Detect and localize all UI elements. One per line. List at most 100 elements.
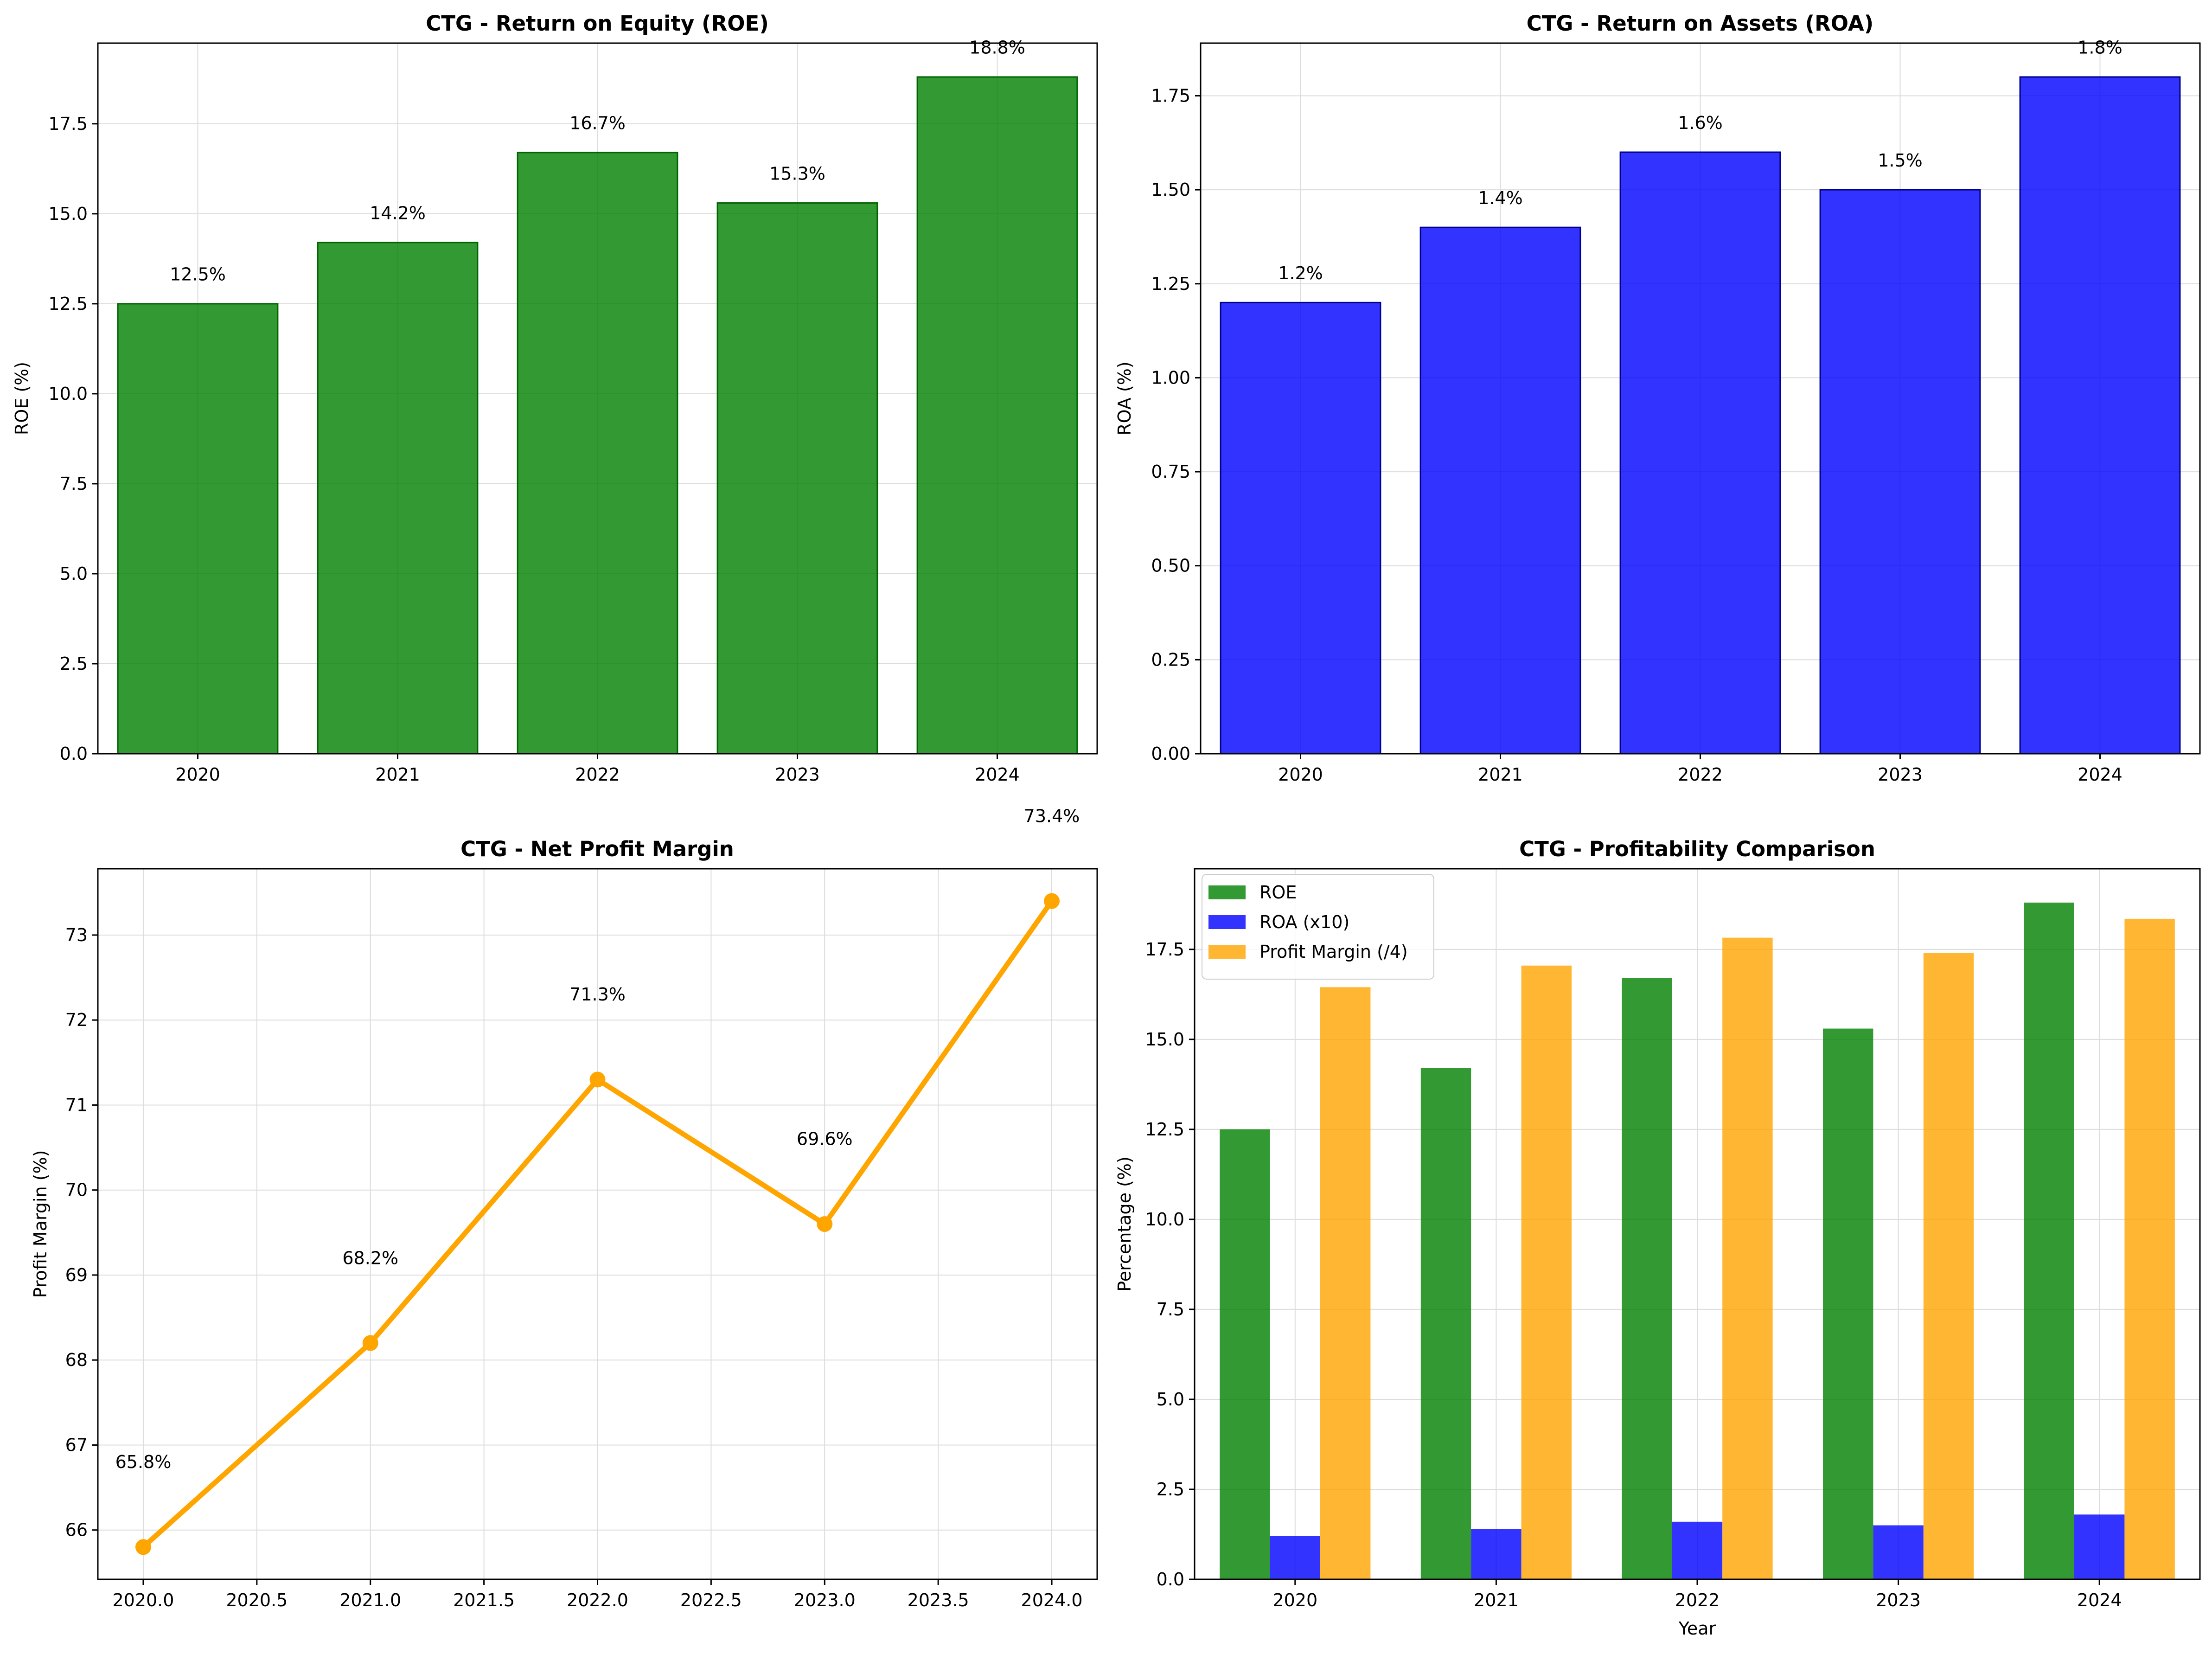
x-tick-label: 2023 bbox=[1876, 1590, 1921, 1610]
y-tick-label: 10.0 bbox=[48, 384, 88, 404]
roe-y-ticks: 0.0 2.5 5.0 7.5 10.0 12.5 15.0 17.5 bbox=[48, 114, 98, 764]
comparison-legend: ROE ROA (x10) Profit Margin (/4) bbox=[1202, 874, 1434, 980]
data-label: 73.4% bbox=[1024, 806, 1080, 826]
data-label: 14.2% bbox=[370, 203, 426, 224]
y-tick-label: 1.50 bbox=[1151, 180, 1190, 200]
bar-roa-x10 bbox=[1873, 1525, 1924, 1579]
data-label: 1.4% bbox=[1478, 188, 1523, 208]
bar-profit-margin-4 bbox=[1521, 965, 1572, 1579]
x-tick-label: 2020 bbox=[175, 764, 220, 785]
data-point bbox=[362, 1335, 378, 1351]
bar bbox=[1419, 226, 1581, 755]
roe-chart: 0.02.55.07.510.012.515.017.5 2020 2021 202… bbox=[12, 11, 1098, 785]
bar-roa-x10 bbox=[1471, 1529, 1522, 1579]
y-tick-label: 17.5 bbox=[48, 114, 88, 134]
x-tick-label: 2021.0 bbox=[339, 1590, 401, 1610]
y-tick-label: 66 bbox=[65, 1520, 88, 1540]
bar-roe bbox=[2024, 902, 2074, 1579]
legend-swatch bbox=[1208, 915, 1246, 929]
bar-roe bbox=[1823, 1028, 1873, 1579]
data-point bbox=[817, 1216, 833, 1232]
x-tick-label: 2022 bbox=[1675, 1590, 1720, 1610]
roa-x-ticks: 2020 2021 2022 2023 2024 bbox=[1278, 754, 2122, 785]
x-tick-label: 2024 bbox=[2078, 764, 2122, 785]
roa-y-axis-label: ROA (%) bbox=[1114, 361, 1135, 435]
x-tick-label: 2021 bbox=[1474, 1590, 1519, 1610]
data-label: 16.7% bbox=[569, 113, 626, 134]
x-tick-label: 2022 bbox=[575, 764, 620, 785]
data-label: 69.6% bbox=[797, 1129, 853, 1149]
y-tick-label: 0.00 bbox=[1151, 744, 1190, 764]
profit-margin-y-axis-label: Profit Margin (%) bbox=[30, 1150, 51, 1298]
data-point bbox=[589, 1071, 606, 1088]
comparison-y-ticks: 0.0 2.5 5.0 7.5 10.0 12.5 15.0 17.5 bbox=[1145, 939, 1195, 1590]
x-tick-label: 2021 bbox=[375, 764, 420, 785]
roe-x-ticks: 2020 2021 2022 2023 2024 bbox=[175, 754, 1020, 785]
y-tick-label: 17.5 bbox=[1145, 939, 1184, 960]
data-point bbox=[1044, 893, 1060, 909]
x-tick-label: 2020 bbox=[1278, 764, 1323, 785]
y-tick-label: 0.75 bbox=[1151, 462, 1190, 482]
y-tick-label: 15.0 bbox=[48, 204, 88, 224]
y-tick-label: 71 bbox=[65, 1095, 88, 1115]
bar-roe bbox=[1420, 1068, 1471, 1579]
data-label: 12.5% bbox=[170, 264, 226, 285]
comparison-bars bbox=[1220, 902, 2175, 1579]
x-tick-label: 2023 bbox=[1878, 764, 1923, 785]
data-label: 65.8% bbox=[115, 1452, 172, 1472]
x-tick-label: 2022 bbox=[1678, 764, 1723, 785]
legend-label: ROE bbox=[1259, 882, 1297, 903]
bar-profit-margin-4 bbox=[1722, 937, 1773, 1579]
legend-box bbox=[1202, 874, 1434, 980]
y-tick-label: 70 bbox=[65, 1180, 88, 1200]
y-tick-label: 2.5 bbox=[60, 654, 88, 674]
x-tick-label: 2022.5 bbox=[680, 1590, 742, 1610]
roe-y-axis-label: ROE (%) bbox=[12, 362, 32, 435]
bar-roa-x10 bbox=[2074, 1514, 2125, 1579]
bar-roe bbox=[1220, 1129, 1270, 1579]
data-label: 1.5% bbox=[1878, 150, 1923, 171]
profit-margin-line bbox=[135, 893, 1060, 1555]
bar bbox=[716, 202, 878, 755]
y-tick-label: 0.0 bbox=[1157, 1569, 1184, 1590]
comparison-x-ticks: 2020 2021 2022 2023 2024 bbox=[1272, 1579, 2122, 1610]
data-label: 1.2% bbox=[1278, 263, 1323, 283]
bar-profit-margin-4 bbox=[2124, 918, 2175, 1579]
x-tick-label: 2021.5 bbox=[453, 1590, 515, 1610]
y-tick-label: 69 bbox=[65, 1265, 88, 1285]
y-tick-label: 2.5 bbox=[1157, 1479, 1184, 1500]
y-tick-label: 0.0 bbox=[60, 744, 88, 764]
comparison-chart-title: CTG - Profitability Comparison bbox=[1519, 837, 1875, 861]
comparison-chart: 0.02.55.07.510.012.515.017.5 2020 2021 202… bbox=[1114, 837, 2201, 1639]
profit-margin-y-ticks: 66 67 68 69 70 71 72 73 bbox=[65, 925, 98, 1540]
legend-label: Profit Margin (/4) bbox=[1259, 942, 1408, 962]
legend-label: ROA (x10) bbox=[1259, 912, 1349, 932]
bar-roe bbox=[1622, 978, 1672, 1579]
bar bbox=[1619, 151, 1781, 755]
roa-data-labels: 1.2% 1.4% 1.6% 1.5% 1.8% bbox=[1278, 38, 2122, 283]
bar bbox=[1819, 189, 1981, 755]
bar bbox=[517, 152, 678, 755]
profit-margin-grid bbox=[98, 869, 1097, 1579]
bar-profit-margin-4 bbox=[1923, 953, 1974, 1579]
x-tick-label: 2020.5 bbox=[226, 1590, 288, 1610]
data-label: 18.8% bbox=[969, 38, 1025, 58]
bar-profit-margin-4 bbox=[1320, 987, 1371, 1579]
profit-margin-x-ticks: 2020.0 2020.5 2021.0 2021.5 2022.0 2022.5 2023… bbox=[112, 1579, 1083, 1610]
data-label: 1.6% bbox=[1678, 113, 1723, 133]
y-tick-label: 72 bbox=[65, 1010, 88, 1030]
legend-swatch bbox=[1208, 945, 1246, 959]
x-tick-label: 2020.0 bbox=[112, 1590, 174, 1610]
y-tick-label: 5.0 bbox=[60, 564, 88, 584]
x-tick-label: 2024 bbox=[975, 764, 1020, 785]
x-tick-label: 2024.0 bbox=[1021, 1590, 1083, 1610]
profit-margin-chart: 66 67 68 69 70 71 72 73 2020.0 2020.5 2021.0 2021.… bbox=[30, 806, 1098, 1610]
x-tick-label: 2024 bbox=[2077, 1590, 2122, 1610]
y-tick-label: 12.5 bbox=[1145, 1119, 1184, 1140]
y-tick-label: 67 bbox=[65, 1435, 88, 1455]
x-tick-label: 2023.0 bbox=[794, 1590, 856, 1610]
roa-chart-title: CTG - Return on Assets (ROA) bbox=[1527, 11, 1873, 36]
bar bbox=[2019, 76, 2181, 755]
comparison-x-axis-label: Year bbox=[1678, 1618, 1716, 1639]
